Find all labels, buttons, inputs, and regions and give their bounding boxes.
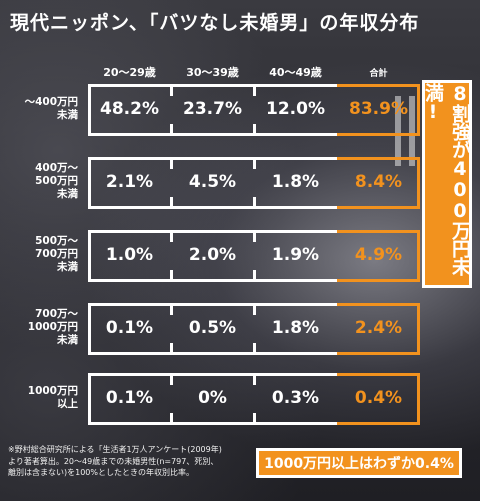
column-header: 30〜39歳 [186,66,239,79]
data-value: 4.5% [188,172,237,192]
column-header: 合計 [369,69,388,79]
column-separator [170,373,173,385]
data-value: 2.0% [188,245,237,265]
data-value: 1.8% [271,172,320,192]
column-separator [253,303,256,315]
data-value: 0% [198,388,227,408]
column-separator [253,373,256,385]
column-separator [170,197,173,209]
callout-over-10m: 1000万円以上はわずか0.4% [256,448,462,478]
total-bracket [337,373,420,425]
column-separator [253,84,256,96]
column-separator [253,270,256,282]
row-bracket [88,157,337,209]
total-bracket [337,230,420,282]
data-value: 0.1% [105,388,154,408]
data-value: 48.2% [100,99,159,119]
data-value: 1.8% [271,318,320,338]
column-separator [253,124,256,136]
column-separator [170,303,173,315]
data-value: 23.7% [183,99,242,119]
column-separator [170,270,173,282]
data-value: 0.5% [188,318,237,338]
column-separator [253,343,256,355]
row-label: 500万〜 700万円 未満 [35,235,78,274]
total-value: 2.4% [354,318,403,338]
row-label: 1000万円 以上 [27,385,78,411]
column-separator [253,157,256,169]
column-separator [170,343,173,355]
total-value: 0.4% [354,388,403,408]
total-value: 83.9% [349,99,408,119]
column-header: 40〜49歳 [269,66,322,79]
column-header: 20〜29歳 [103,66,156,79]
data-value: 1.9% [271,245,320,265]
column-separator [170,157,173,169]
callout-majority-under-4m: 8割強が400万円未満! [422,80,472,288]
total-bracket [337,84,420,136]
total-value: 8.4% [354,172,403,192]
row-label: 〜400万円 未満 [24,96,78,122]
row-bracket [88,373,337,425]
column-separator [253,413,256,425]
page-title: 現代ニッポン、「バツなし未婚男」の年収分布 [10,12,420,34]
row-bracket [88,230,337,282]
data-value: 1.0% [105,245,154,265]
row-label: 700万〜 1000万円 未満 [27,308,78,347]
data-value: 0.1% [105,318,154,338]
total-bracket [337,157,420,209]
total-value: 4.9% [354,245,403,265]
column-separator [253,197,256,209]
total-bracket [337,303,420,355]
column-separator [170,413,173,425]
column-separator [170,124,173,136]
row-bracket [88,303,337,355]
column-separator [253,230,256,242]
row-label: 400万〜 500万円 未満 [35,162,78,201]
column-separator [170,84,173,96]
row-bracket [88,84,337,136]
data-value: 0.3% [271,388,320,408]
source-note: ※野村総合研究所による「生活者1万人アンケート(2009年) より著者算出。20… [8,445,222,478]
data-value: 12.0% [266,99,325,119]
data-value: 2.1% [105,172,154,192]
column-separator [170,230,173,242]
